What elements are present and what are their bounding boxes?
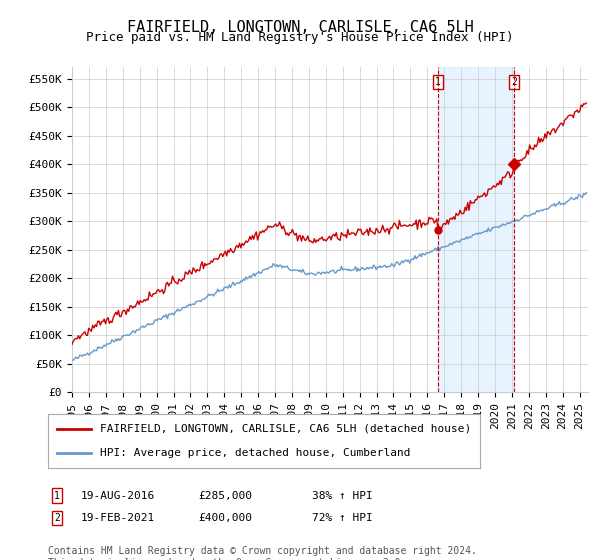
- Text: FAIRFIELD, LONGTOWN, CARLISLE, CA6 5LH: FAIRFIELD, LONGTOWN, CARLISLE, CA6 5LH: [127, 20, 473, 35]
- Text: FAIRFIELD, LONGTOWN, CARLISLE, CA6 5LH (detached house): FAIRFIELD, LONGTOWN, CARLISLE, CA6 5LH (…: [100, 424, 471, 434]
- Text: 1: 1: [435, 77, 441, 87]
- Text: 2: 2: [54, 513, 60, 523]
- Text: 19-FEB-2021: 19-FEB-2021: [81, 513, 155, 523]
- Text: Price paid vs. HM Land Registry's House Price Index (HPI): Price paid vs. HM Land Registry's House …: [86, 31, 514, 44]
- Text: 2: 2: [511, 77, 517, 87]
- Text: 38% ↑ HPI: 38% ↑ HPI: [312, 491, 373, 501]
- Text: Contains HM Land Registry data © Crown copyright and database right 2024.
This d: Contains HM Land Registry data © Crown c…: [48, 546, 477, 560]
- Bar: [438, 67, 514, 392]
- Text: 72% ↑ HPI: 72% ↑ HPI: [312, 513, 373, 523]
- Text: £400,000: £400,000: [198, 513, 252, 523]
- Text: 1: 1: [54, 491, 60, 501]
- Text: £285,000: £285,000: [198, 491, 252, 501]
- Text: HPI: Average price, detached house, Cumberland: HPI: Average price, detached house, Cumb…: [100, 448, 410, 458]
- Text: 19-AUG-2016: 19-AUG-2016: [81, 491, 155, 501]
